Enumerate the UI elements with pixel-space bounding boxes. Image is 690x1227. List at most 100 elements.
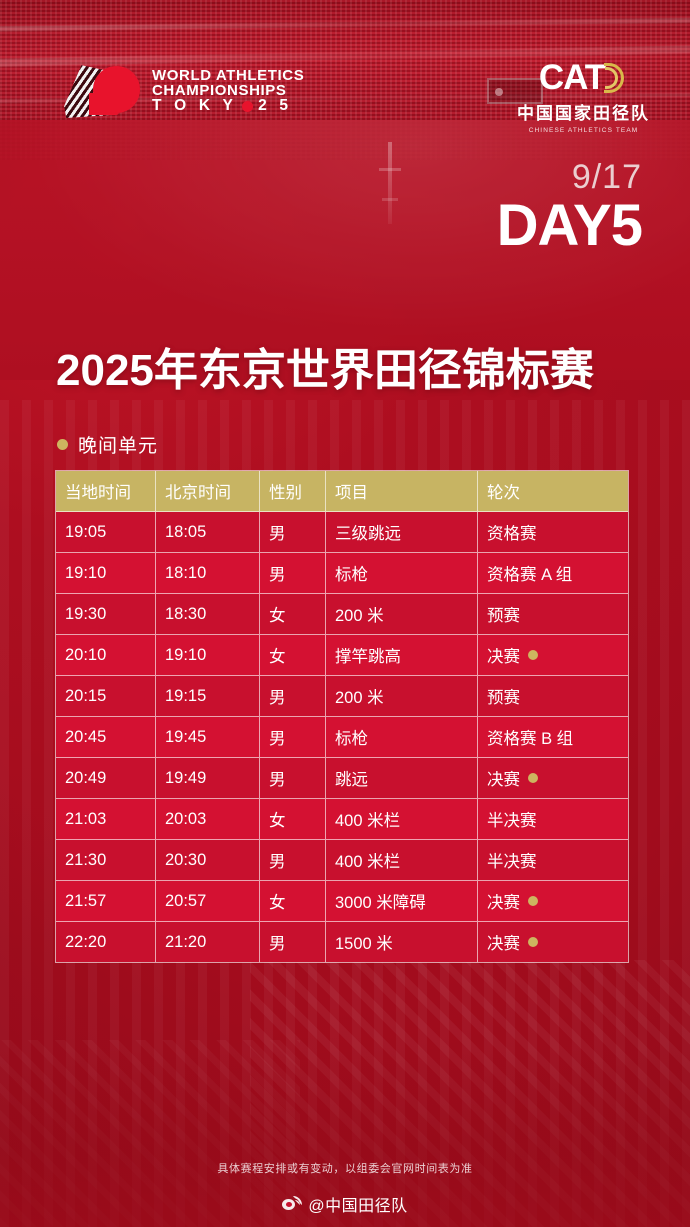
poster-header: WORLD ATHLETICS CHAMPIONSHIPS T O K Y 2 … xyxy=(0,0,690,150)
cell-gender-text: 男 xyxy=(269,935,286,953)
cell-gender: 男 xyxy=(260,717,326,758)
cell-local-time: 22:20 xyxy=(56,922,156,962)
cell-local-time: 20:10 xyxy=(56,635,156,676)
cell-beijing-time: 18:05 xyxy=(156,512,260,553)
cell-local-time: 19:30 xyxy=(56,594,156,635)
table-row: 21:57 20:57 女 3000 米障碍 决赛 xyxy=(56,881,628,922)
stadium-scoreboard xyxy=(487,78,543,104)
cat-swoosh-icon xyxy=(602,61,628,95)
cat-english-name: CHINESE ATHLETICS TEAM xyxy=(528,127,639,134)
cell-round-text: 半决赛 xyxy=(487,812,537,830)
cell-event-text: 标枪 xyxy=(335,566,368,584)
table-header-row: 当地时间 北京时间 性别 项目 轮次 xyxy=(56,471,628,512)
chinese-athletics-team-logo: CAT 中国国家田径队 CHINESE ATHLETICS TEAM xyxy=(517,58,650,134)
cell-beijing-time: 20:30 xyxy=(156,840,260,881)
cell-gender: 男 xyxy=(260,840,326,881)
cell-gender-text: 男 xyxy=(269,730,286,748)
cell-event: 200 米 xyxy=(326,676,478,717)
cell-event-text: 跳远 xyxy=(335,771,368,789)
cell-round: 资格赛 B 组 xyxy=(478,717,628,758)
cell-event: 标枪 xyxy=(326,717,478,758)
day-block: 9/17 DAY5 xyxy=(497,158,643,257)
cell-beijing-time: 19:45 xyxy=(156,717,260,758)
cell-event-text: 3000 米障碍 xyxy=(335,894,426,912)
final-marker-dot-icon xyxy=(528,896,538,906)
cell-beijing-time-text: 19:15 xyxy=(165,686,207,705)
cell-gender-text: 女 xyxy=(269,648,286,666)
cell-round: 决赛 xyxy=(478,635,628,676)
wa-line-1: WORLD ATHLETICS xyxy=(152,66,305,84)
cell-beijing-time-text: 18:30 xyxy=(165,604,207,623)
cell-local-time: 20:49 xyxy=(56,758,156,799)
cell-round: 决赛 xyxy=(478,922,628,962)
cell-gender-text: 女 xyxy=(269,894,286,912)
cell-round-text: 决赛 xyxy=(487,648,520,666)
section-heading: 晚间单元 xyxy=(57,431,158,458)
table-row: 20:49 19:49 男 跳远 决赛 xyxy=(56,758,628,799)
table-row: 19:30 18:30 女 200 米 预赛 xyxy=(56,594,628,635)
cell-gender-text: 男 xyxy=(269,771,286,789)
wa-year-text: 2 5 xyxy=(258,97,293,115)
cell-local-time-text: 20:49 xyxy=(65,768,107,787)
cell-beijing-time: 19:10 xyxy=(156,635,260,676)
cell-event-text: 200 米 xyxy=(335,689,384,707)
world-athletics-wordmark: WORLD ATHLETICS CHAMPIONSHIPS T O K Y 2 … xyxy=(152,66,305,114)
cell-beijing-time: 20:03 xyxy=(156,799,260,840)
cell-event-text: 400 米栏 xyxy=(335,853,401,871)
cat-wordmark-row: CAT xyxy=(517,58,650,98)
column-header-event: 项目 xyxy=(326,471,478,512)
cell-beijing-time-text: 19:49 xyxy=(165,768,207,787)
final-marker-dot-icon xyxy=(528,650,538,660)
cell-round: 预赛 xyxy=(478,594,628,635)
cell-local-time-text: 21:03 xyxy=(65,809,107,828)
cell-local-time-text: 21:57 xyxy=(65,891,107,910)
wa-line-3: T O K Y 2 5 xyxy=(152,98,304,114)
cell-local-time: 21:30 xyxy=(56,840,156,881)
cell-gender: 女 xyxy=(260,881,326,922)
cell-beijing-time-text: 18:10 xyxy=(165,563,207,582)
table-row: 21:03 20:03 女 400 米栏 半决赛 xyxy=(56,799,628,840)
final-marker-dot-icon xyxy=(528,773,538,783)
cell-round-text: 决赛 xyxy=(487,771,520,789)
cell-event: 200 米 xyxy=(326,594,478,635)
weibo-credit[interactable]: @中国田径队 xyxy=(0,1192,690,1216)
cell-gender-text: 女 xyxy=(269,607,286,625)
cell-gender-text: 男 xyxy=(269,525,286,543)
cell-round-text: 决赛 xyxy=(487,894,520,912)
cell-gender-text: 女 xyxy=(269,812,286,830)
cell-local-time-text: 19:30 xyxy=(65,604,107,623)
weibo-handle: @中国田径队 xyxy=(308,1198,408,1215)
stadium-field-overlay xyxy=(0,120,690,380)
cell-beijing-time-text: 21:20 xyxy=(165,932,207,951)
cell-local-time: 20:15 xyxy=(56,676,156,717)
wa-tokyo-text: T O K Y xyxy=(152,97,238,115)
cell-beijing-time-text: 20:30 xyxy=(165,850,207,869)
cell-local-time-text: 19:05 xyxy=(65,522,107,541)
cell-beijing-time: 18:30 xyxy=(156,594,260,635)
cell-beijing-time-text: 19:45 xyxy=(165,727,207,746)
event-date: 9/17 xyxy=(571,158,642,196)
final-marker-dot-icon xyxy=(528,937,538,947)
cell-round-text: 资格赛 xyxy=(487,525,537,543)
cell-event: 撑竿跳高 xyxy=(326,635,478,676)
stadium-crane-tower xyxy=(379,142,401,224)
cell-gender: 男 xyxy=(260,676,326,717)
cell-beijing-time-text: 19:10 xyxy=(165,645,207,664)
column-header-beijing-time: 北京时间 xyxy=(156,471,260,512)
cell-gender: 女 xyxy=(260,799,326,840)
cell-local-time: 19:10 xyxy=(56,553,156,594)
cell-gender: 男 xyxy=(260,553,326,594)
column-header-gender: 性别 xyxy=(260,471,326,512)
cell-event: 标枪 xyxy=(326,553,478,594)
cell-beijing-time: 19:49 xyxy=(156,758,260,799)
cell-local-time: 20:45 xyxy=(56,717,156,758)
table-row: 20:45 19:45 男 标枪 资格赛 B 组 xyxy=(56,717,628,758)
cell-event-text: 三级跳远 xyxy=(335,525,401,543)
cat-wordmark: CAT xyxy=(538,58,606,97)
cell-local-time-text: 20:10 xyxy=(65,645,107,664)
cell-beijing-time: 18:10 xyxy=(156,553,260,594)
cell-local-time-text: 20:45 xyxy=(65,727,107,746)
cell-local-time: 21:57 xyxy=(56,881,156,922)
cell-round-text: 预赛 xyxy=(487,607,520,625)
